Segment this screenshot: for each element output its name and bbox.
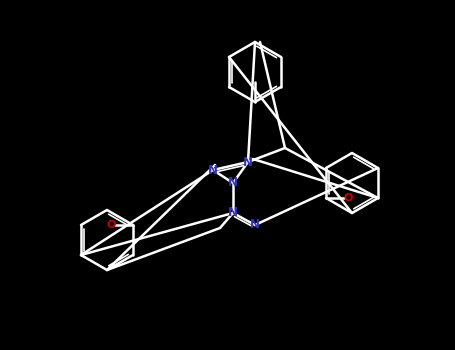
Text: N: N xyxy=(208,163,218,176)
Text: N: N xyxy=(250,218,260,231)
Text: N: N xyxy=(228,206,238,219)
Text: O: O xyxy=(106,220,116,230)
Text: N: N xyxy=(243,155,253,168)
Text: N: N xyxy=(228,176,238,189)
Text: O: O xyxy=(344,193,353,203)
